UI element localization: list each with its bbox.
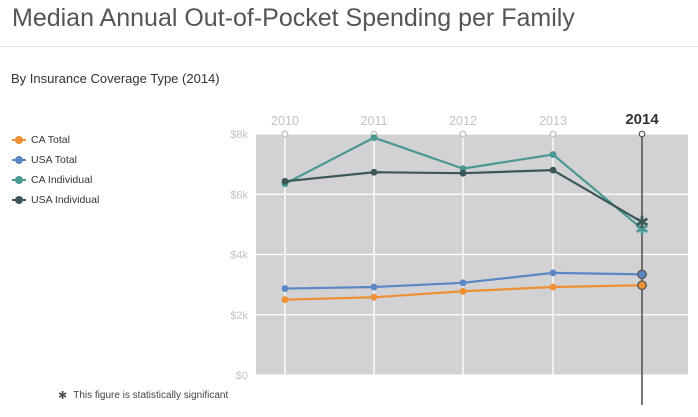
significance-star-icon: ✱ xyxy=(635,213,649,232)
x-tick-label: 2013 xyxy=(539,114,567,128)
significance-star-icon: ✱ xyxy=(635,220,649,239)
data-point xyxy=(549,283,557,291)
legend-label: CA Total xyxy=(31,134,70,146)
data-point xyxy=(637,269,647,280)
data-point xyxy=(549,151,557,158)
y-tick-label: $0 xyxy=(236,370,248,382)
data-point xyxy=(370,134,378,142)
year-handle xyxy=(459,130,467,138)
legend-swatch-usa-individual xyxy=(12,195,26,205)
year-handle xyxy=(281,130,289,138)
legend-swatch-ca-individual xyxy=(12,175,26,185)
year-handle xyxy=(638,130,646,138)
legend-item-ca-individual[interactable]: CA Individual xyxy=(12,170,99,190)
data-point xyxy=(370,283,378,291)
data-point xyxy=(459,287,467,295)
footnote: ✱ This figure is statistically significa… xyxy=(58,389,228,402)
legend-swatch-usa-total xyxy=(12,155,26,165)
y-tick-label: $4k xyxy=(230,250,248,262)
title-divider xyxy=(0,46,698,47)
data-point xyxy=(281,177,289,185)
x-tick-label: 2010 xyxy=(271,114,299,128)
chart-subtitle: By Insurance Coverage Type (2014) xyxy=(11,71,220,86)
chart-title: Median Annual Out-of-Pocket Spending per… xyxy=(12,4,575,32)
legend-label: CA Individual xyxy=(31,174,93,186)
legend-item-usa-total[interactable]: USA Total xyxy=(12,150,99,170)
y-tick-label: $8k xyxy=(230,129,248,141)
year-handle xyxy=(549,130,557,138)
y-tick-label: $6k xyxy=(230,189,248,201)
data-point xyxy=(459,279,467,287)
x-tick-label-selected: 2014 xyxy=(625,111,659,128)
data-point xyxy=(549,269,557,277)
x-tick-label: 2012 xyxy=(449,114,477,128)
y-tick-label: $2k xyxy=(230,310,248,322)
data-point xyxy=(281,296,289,304)
data-point xyxy=(281,285,289,292)
legend-item-usa-individual[interactable]: USA Individual xyxy=(12,190,99,210)
footnote-text: This figure is statistically significant xyxy=(73,390,229,401)
data-point xyxy=(459,169,467,177)
data-point xyxy=(370,168,378,176)
star-icon: ✱ xyxy=(58,390,68,402)
data-point xyxy=(637,280,647,291)
legend-label: USA Total xyxy=(31,154,77,166)
legend-label: USA Individual xyxy=(31,194,100,206)
legend-swatch-ca-total xyxy=(12,135,26,145)
legend: CA Total USA Total CA Individual USA Ind… xyxy=(12,130,99,210)
data-point xyxy=(549,166,557,174)
data-point xyxy=(370,293,378,301)
legend-item-ca-total[interactable]: CA Total xyxy=(12,130,99,150)
x-tick-label: 2011 xyxy=(361,114,388,128)
